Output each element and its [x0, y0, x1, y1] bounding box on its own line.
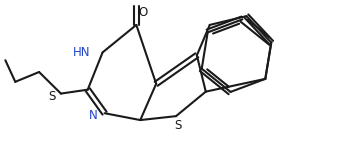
Text: O: O [138, 6, 148, 19]
Text: HN: HN [73, 46, 91, 59]
Text: S: S [48, 90, 56, 103]
Text: N: N [89, 109, 98, 122]
Text: S: S [174, 119, 182, 132]
